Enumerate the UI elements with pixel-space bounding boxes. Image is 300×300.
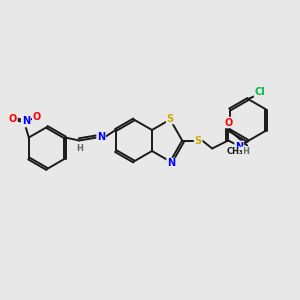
Text: N: N: [167, 158, 175, 169]
Text: N: N: [97, 131, 105, 142]
Text: O: O: [224, 118, 232, 128]
Text: H: H: [77, 144, 84, 153]
Text: H: H: [243, 147, 250, 156]
Text: Cl: Cl: [255, 87, 266, 97]
Text: O: O: [33, 112, 41, 122]
Text: N: N: [22, 116, 30, 127]
Text: N: N: [235, 142, 243, 152]
Text: S: S: [167, 113, 174, 124]
Text: O: O: [9, 113, 17, 124]
Text: S: S: [195, 136, 202, 146]
Text: CH₃: CH₃: [227, 148, 243, 157]
